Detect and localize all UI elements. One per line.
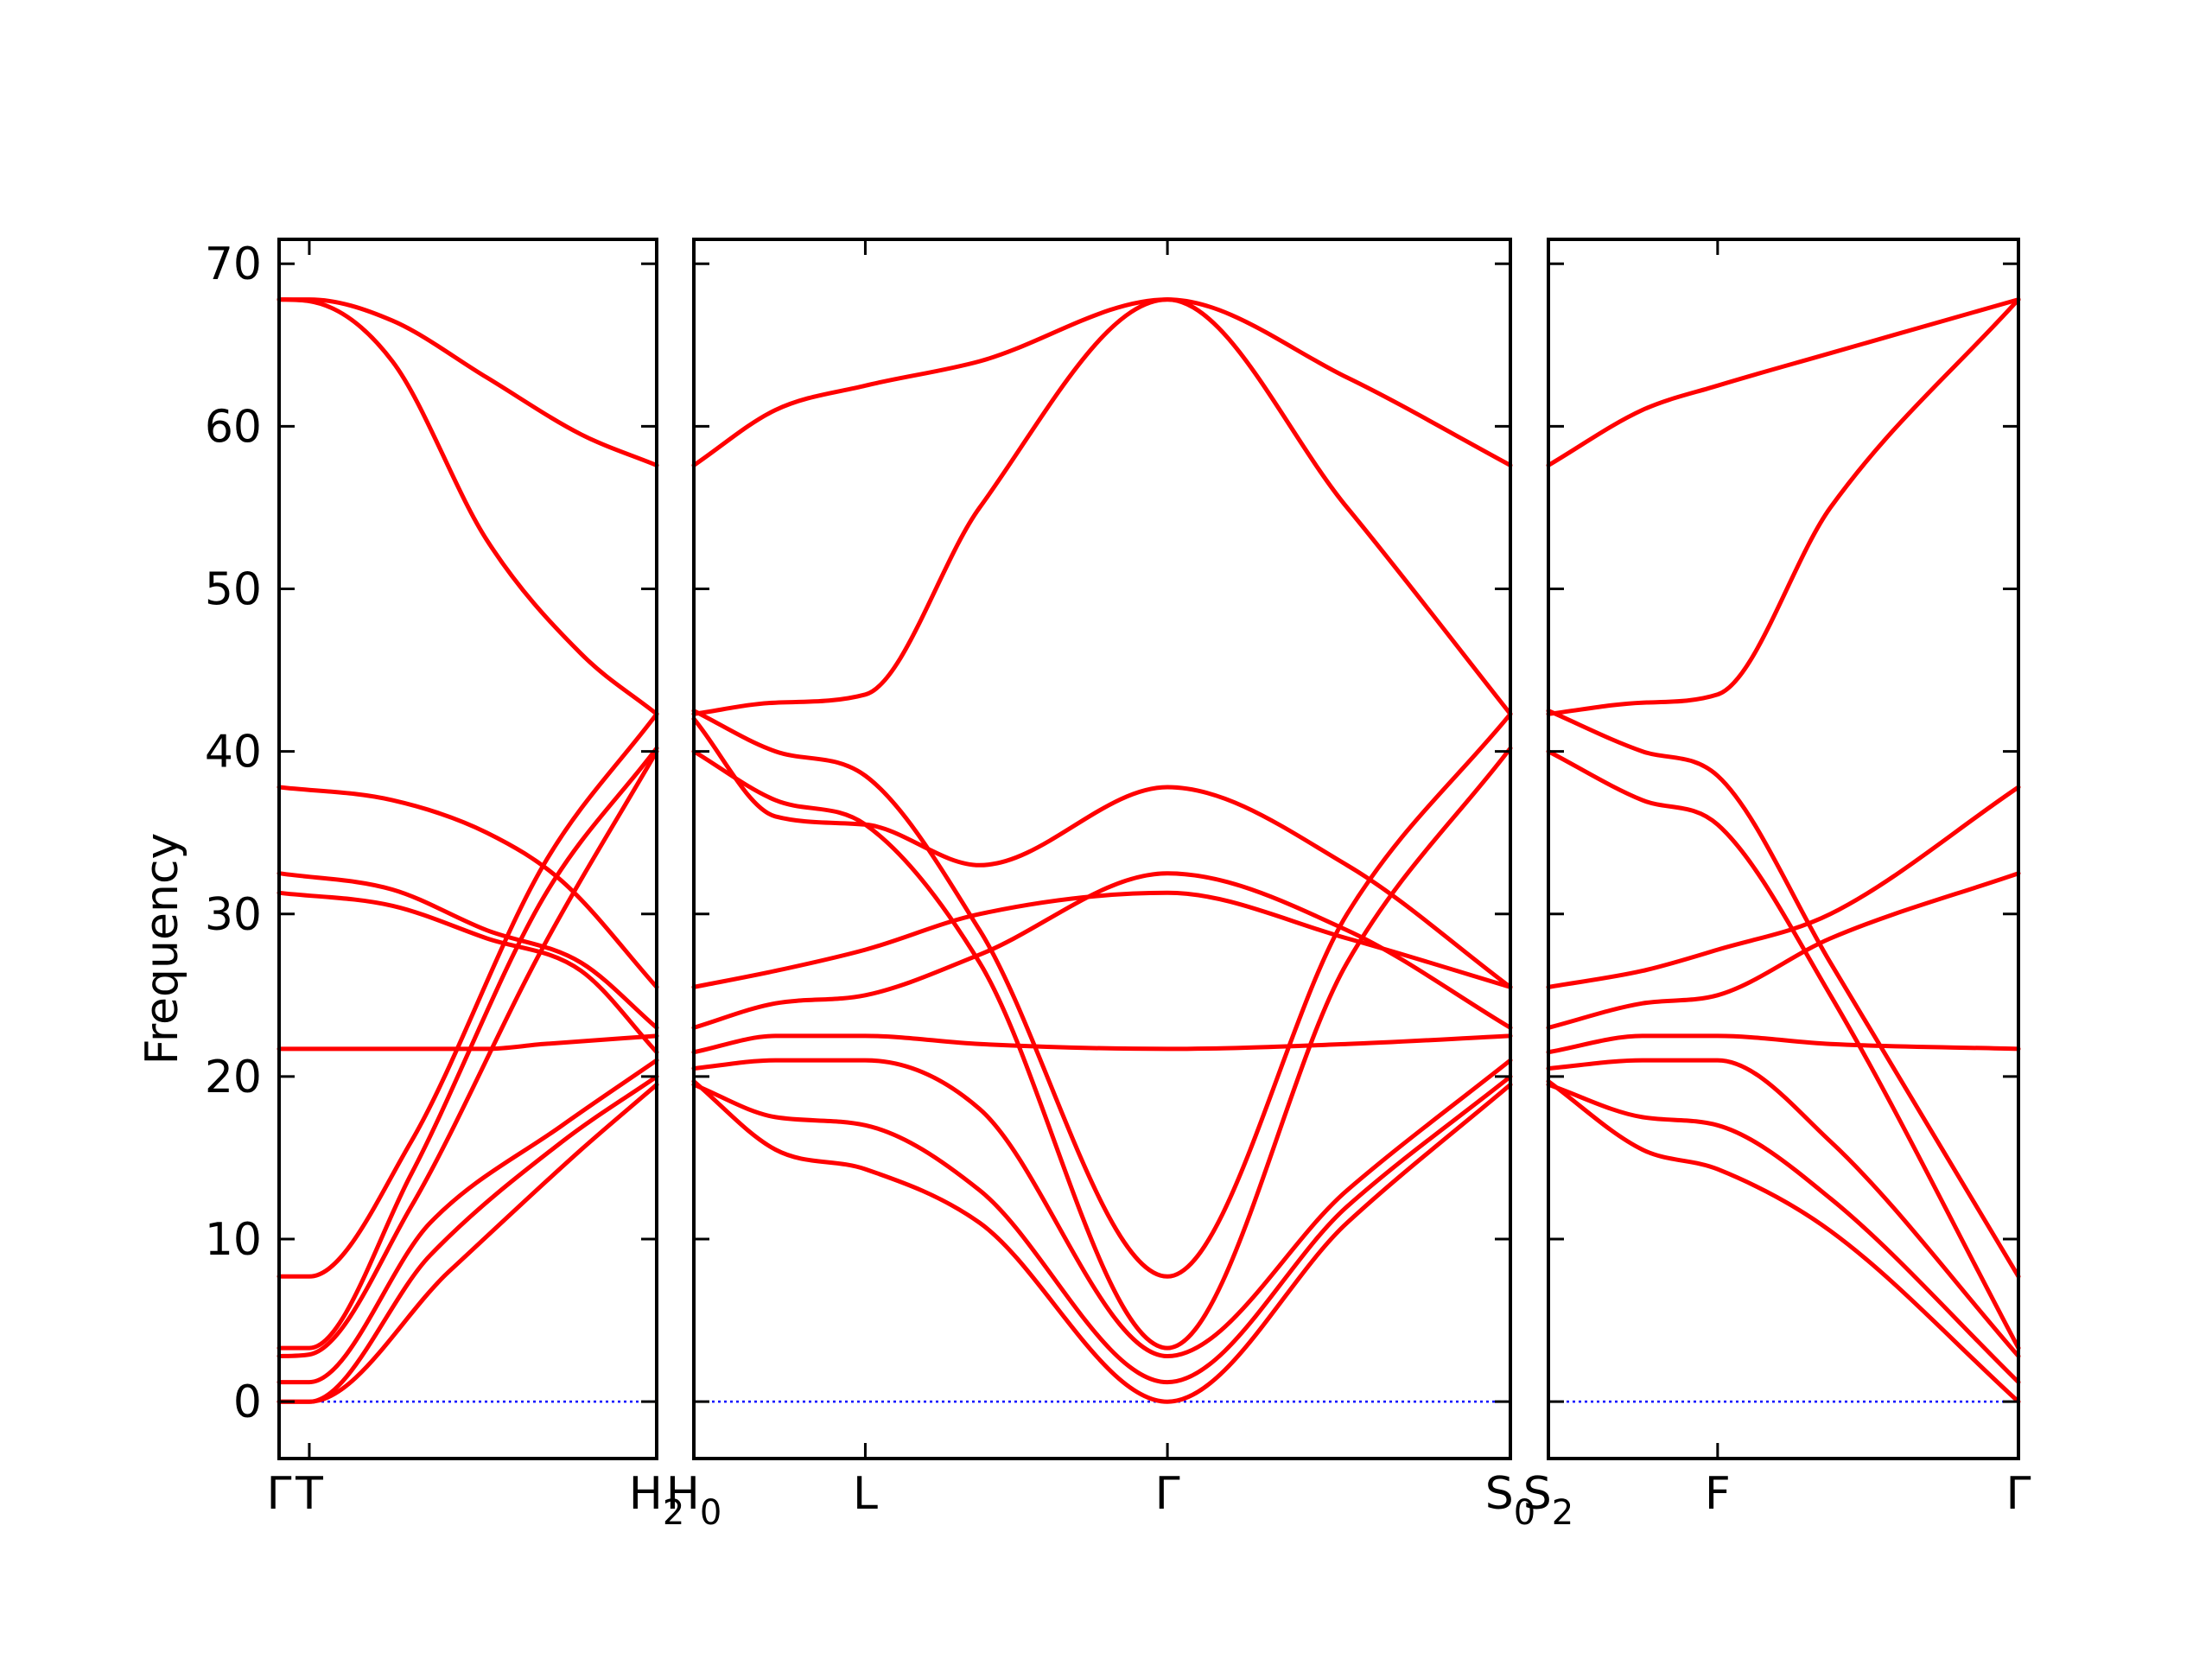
y-tick-label: 0 xyxy=(233,1376,262,1428)
x-tick-label: Γ xyxy=(1155,1468,1180,1520)
band-line xyxy=(276,1074,659,1404)
band-line xyxy=(276,746,659,1351)
y-tick-label: 30 xyxy=(205,889,262,941)
panel-frame xyxy=(692,238,1512,1460)
band-line xyxy=(276,297,659,467)
y-tick-label: 50 xyxy=(205,563,262,615)
band-line xyxy=(276,749,659,1358)
x-tick-label: Γ xyxy=(267,1468,292,1520)
band-line xyxy=(1546,297,2021,716)
y-tick-label: 20 xyxy=(205,1052,262,1103)
band-line xyxy=(276,1058,659,1385)
band-line xyxy=(1546,709,2021,1279)
x-tick-label: L xyxy=(853,1468,878,1520)
band-line xyxy=(691,1058,1513,1358)
band-line xyxy=(276,785,659,989)
x-tick-label: T xyxy=(295,1468,323,1520)
band-line xyxy=(1546,749,2021,1351)
y-axis-label: Frequency xyxy=(137,833,188,1065)
band-line xyxy=(1546,1033,2021,1055)
band-line xyxy=(1546,1082,2021,1385)
x-tick-label: S0 xyxy=(1485,1468,1535,1533)
x-tick-label: Γ xyxy=(2006,1468,2031,1520)
panel-1: 0 10 20 30 40 50 60 70 Γ T H2 xyxy=(205,238,684,1533)
band-line xyxy=(276,1082,659,1404)
band-line xyxy=(691,716,1513,989)
y-tick-label: 10 xyxy=(205,1214,262,1266)
y-tick-label: 70 xyxy=(205,238,262,290)
x-tick-label: S2 xyxy=(1523,1468,1573,1533)
band-line xyxy=(276,1033,659,1052)
x-tick-label: H0 xyxy=(666,1468,722,1533)
band-line xyxy=(1546,871,2021,1030)
band-line xyxy=(691,1079,1513,1404)
band-line xyxy=(276,297,659,716)
band-line xyxy=(691,746,1513,1351)
panel-frame xyxy=(1547,238,2020,1460)
band-line xyxy=(1546,785,2021,989)
band-line xyxy=(691,890,1513,989)
x-tick-label: F xyxy=(1705,1468,1731,1520)
band-line xyxy=(1546,1079,2021,1404)
band-line xyxy=(691,709,1513,1279)
band-line xyxy=(276,871,659,1030)
y-tick-label: 40 xyxy=(205,727,262,779)
panel-frame xyxy=(277,238,658,1460)
band-line xyxy=(1546,297,2021,467)
band-line xyxy=(691,297,1513,467)
panel-3: S2 F Γ xyxy=(1523,238,2031,1533)
band-line xyxy=(1546,1058,2021,1358)
band-line xyxy=(276,711,659,1279)
x-tick-label: H2 xyxy=(629,1468,685,1533)
band-line xyxy=(691,1074,1513,1385)
panel-2: H0 L Γ S0 xyxy=(666,238,1535,1533)
band-line xyxy=(276,890,659,1055)
band-line xyxy=(691,1033,1513,1055)
band-line xyxy=(691,871,1513,1030)
band-line xyxy=(691,297,1513,716)
y-tick-label: 60 xyxy=(205,401,262,453)
